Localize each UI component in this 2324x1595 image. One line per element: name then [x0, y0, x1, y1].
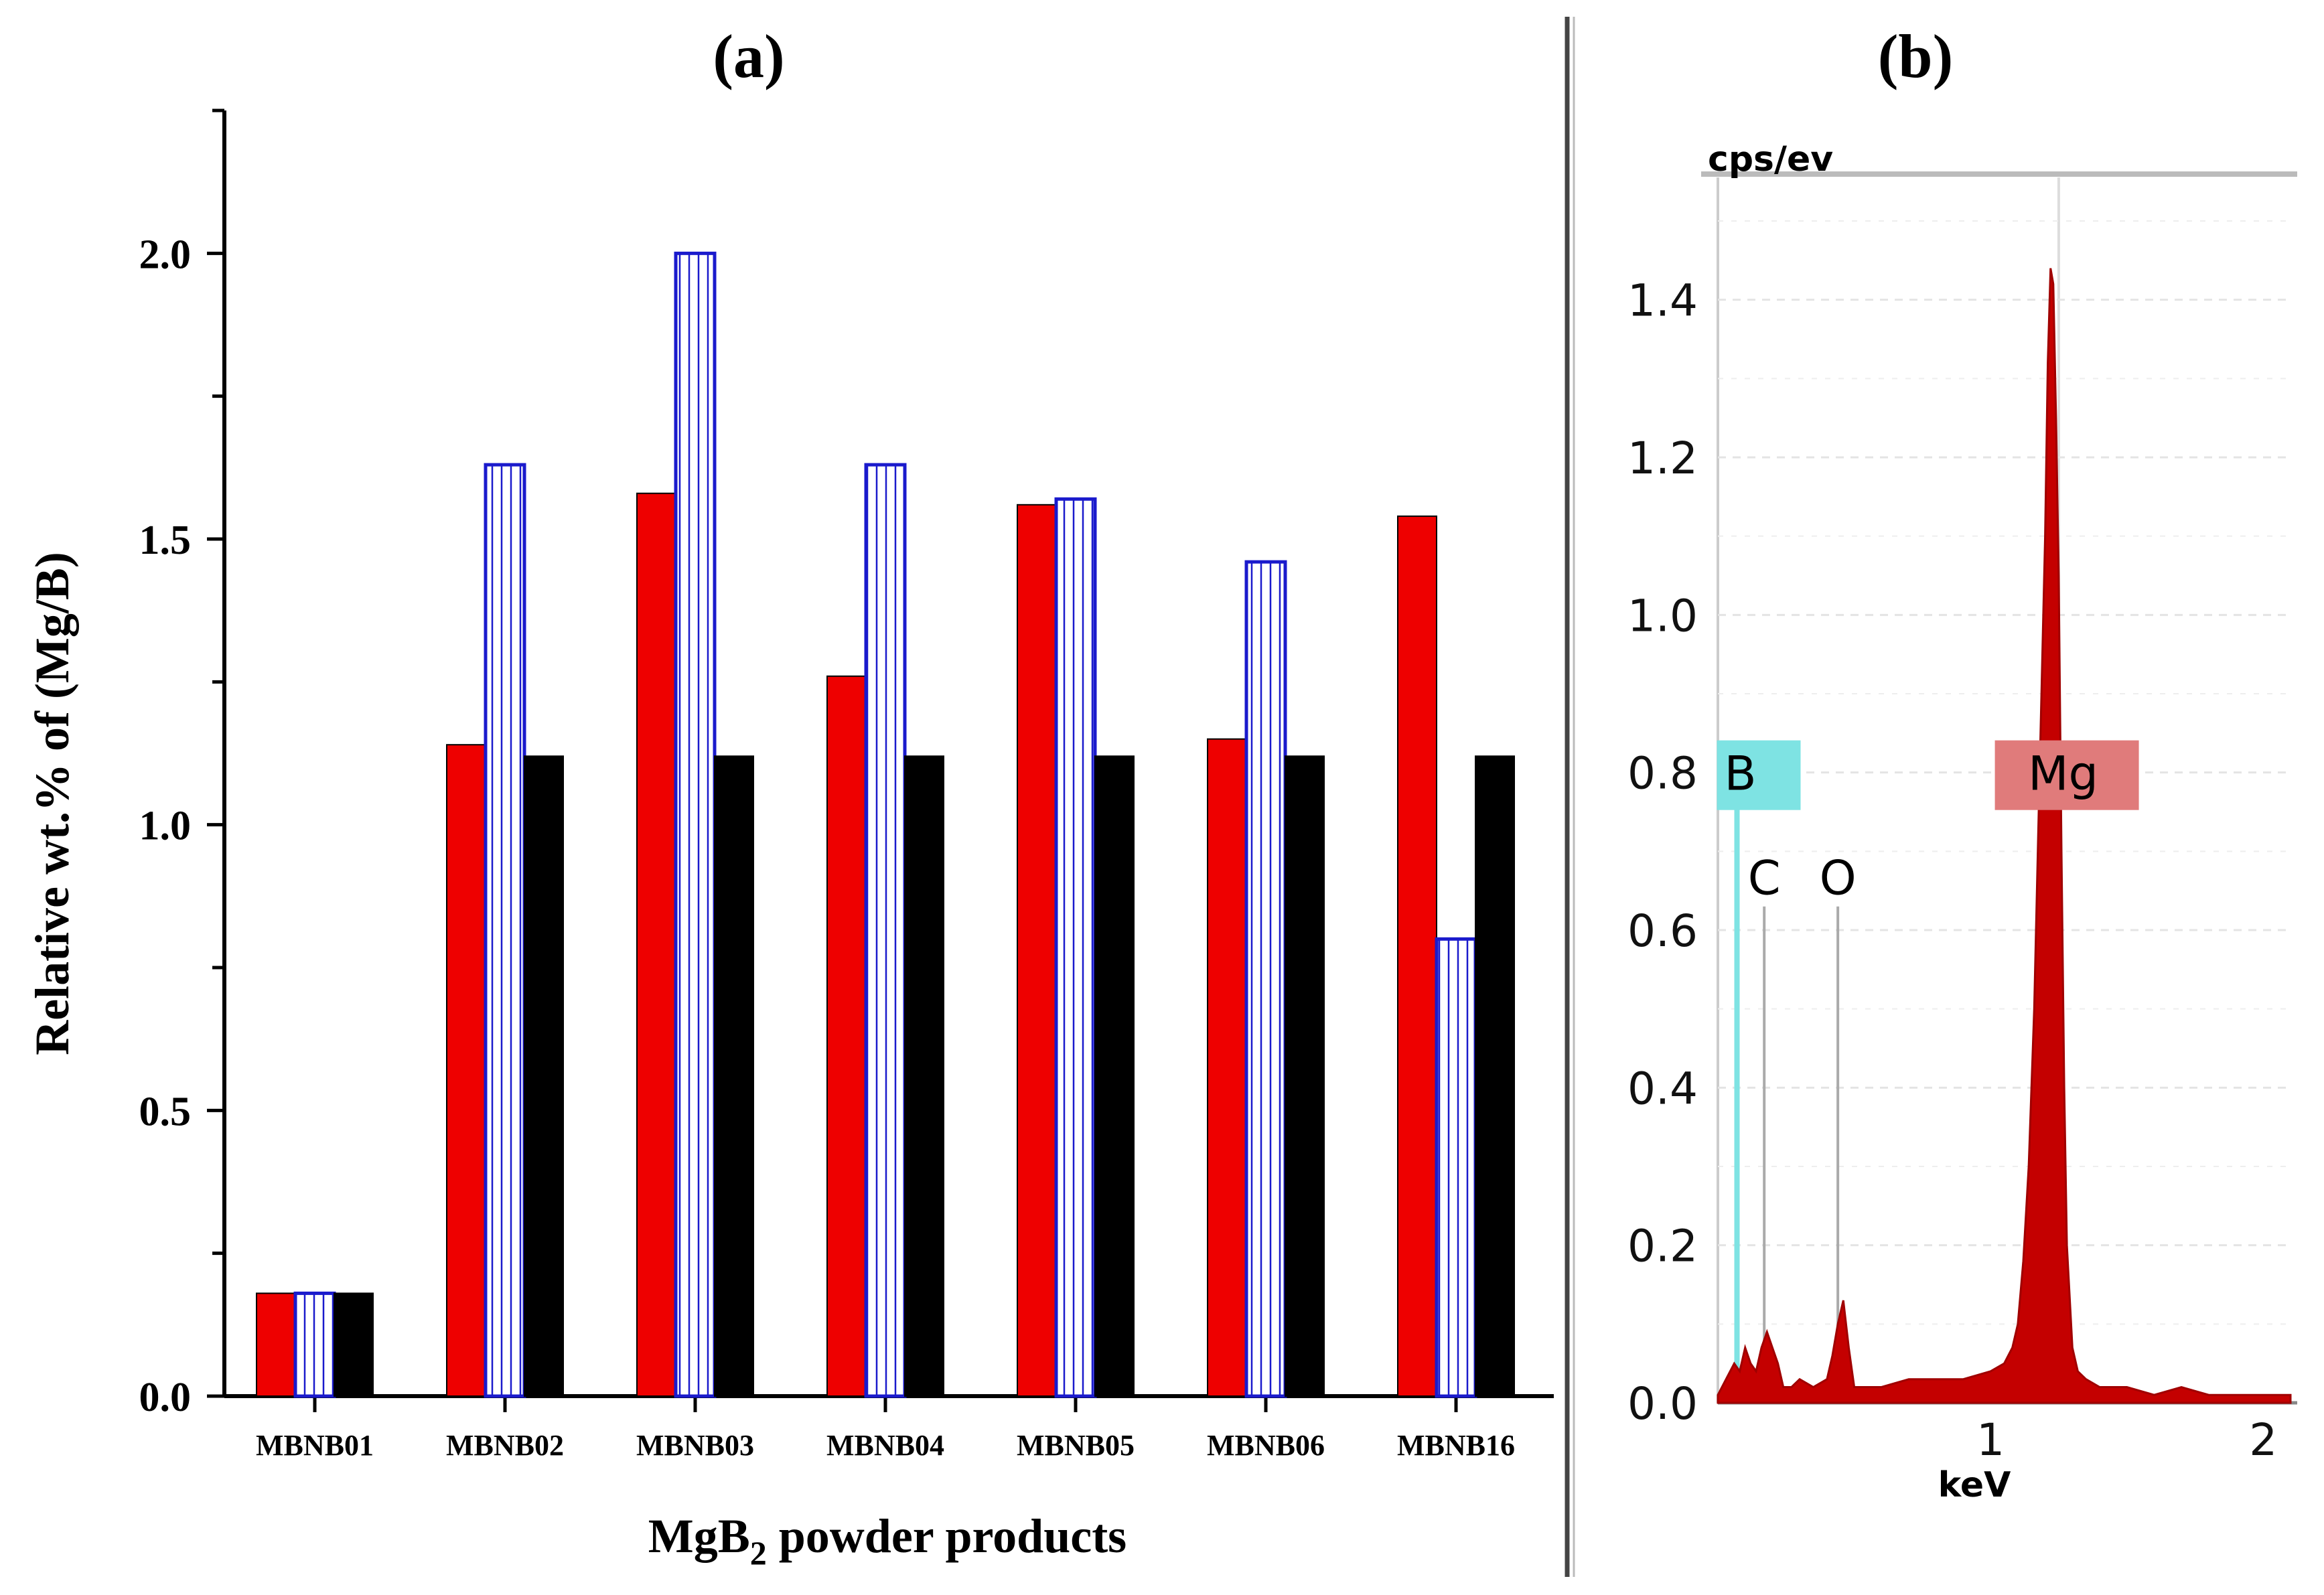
bar-black-MBNB04 [904, 755, 944, 1397]
y-tick-label: 0.4 [1627, 1063, 1698, 1114]
panel-b-title: (b) [1878, 22, 1953, 90]
bar-hatched-MBNB02 [484, 463, 526, 1398]
panel-a-bars [256, 251, 1515, 1398]
bar-hatched-MBNB03 [674, 251, 717, 1398]
bar-black-MBNB03 [714, 755, 754, 1397]
panel-a-x-axis-label: MgB2 powder products [648, 1509, 1127, 1572]
x-tick-label: MBNB04 [826, 1429, 944, 1462]
panel-a-bar-chart: (a) MBNB01 MBNB02 MBNB03 MBNB04 MBNB05 MBNB06… [25, 22, 1554, 1572]
x-tick-label: MBNB02 [446, 1429, 564, 1462]
bar-red-MBNB06 [1207, 738, 1247, 1397]
y-tick-label: 0.8 [1627, 748, 1698, 800]
marker-label-O: O [1820, 851, 1857, 906]
y-tick-label: 1.0 [139, 804, 192, 849]
bar-red-MBNB16 [1397, 515, 1437, 1397]
y-tick-label: 0.0 [1627, 1378, 1698, 1430]
bar-black-MBNB01 [334, 1292, 374, 1397]
bar-hatched-MBNB05 [1054, 497, 1097, 1398]
x-tick-label: 2 [2249, 1414, 2277, 1466]
bar-hatched-MBNB06 [1244, 560, 1287, 1398]
bar-black-MBNB02 [524, 755, 564, 1397]
bar-hatched-MBNB04 [864, 463, 907, 1398]
bar-hatched-MBNB16 [1435, 937, 1477, 1398]
panel-b-x-axis-label: keV [1938, 1465, 2011, 1505]
x-axis-label-subscript: 2 [750, 1534, 767, 1572]
bar-black-MBNB06 [1285, 755, 1325, 1397]
y-tick-label: 1.4 [1627, 275, 1698, 327]
panel-a-y-tick-labels: 0.0 0.5 1.0 1.5 2.0 [139, 232, 192, 1420]
bar-red-MBNB02 [446, 744, 486, 1397]
x-tick-label: MBNB01 [256, 1429, 374, 1462]
bar-red-MBNB01 [256, 1292, 296, 1397]
marker-box-Mg [1994, 740, 2139, 810]
x-axis-label-rest: powder products [767, 1509, 1127, 1563]
panel-a-y-axis-label: Relative wt.% of (Mg/B) [25, 552, 79, 1055]
marker-label-C: C [1748, 851, 1781, 906]
y-tick-label: 1.5 [139, 518, 192, 563]
bar-hatched-MBNB01 [293, 1291, 336, 1398]
panel-a-axes [207, 108, 1554, 1412]
y-tick-label: 0.5 [139, 1089, 192, 1134]
panel-b-marker-labels: BC O Mg [1717, 740, 2139, 906]
y-tick-label: 2.0 [139, 232, 192, 277]
marker-box-B [1717, 740, 1801, 810]
y-tick-label: 1.2 [1627, 433, 1698, 484]
y-tick-label: 0.6 [1627, 905, 1698, 957]
marker-label-B: B [1724, 747, 1756, 802]
spectrum-area [1717, 268, 2292, 1404]
x-tick-label: 1 [1976, 1414, 2005, 1466]
panel-b-frame [1701, 171, 2297, 1405]
panel-b-y-axis-label: cps/ev [1708, 139, 1833, 179]
marker-label-Mg: Mg [2028, 747, 2098, 802]
bar-black-MBNB16 [1475, 755, 1515, 1397]
y-tick-label: 0.2 [1627, 1221, 1698, 1272]
bar-red-MBNB04 [826, 675, 867, 1397]
bar-red-MBNB05 [1017, 504, 1057, 1397]
panel-a-title: (a) [713, 22, 784, 90]
panel-b-y-tick-labels: 0.0 0.2 0.4 0.6 0.8 1.0 1.2 1.4 [1627, 275, 1698, 1430]
bar-black-MBNB05 [1094, 755, 1135, 1397]
x-tick-label: MBNB05 [1017, 1429, 1135, 1462]
y-tick-label: 0.0 [139, 1375, 192, 1420]
bar-red-MBNB03 [636, 492, 676, 1397]
panel-a-x-tick-labels: MBNB01 MBNB02 MBNB03 MBNB04 MBNB05 MBNB06 MBNB… [256, 1429, 1515, 1462]
x-tick-label: MBNB16 [1397, 1429, 1515, 1462]
y-tick-label: 1.0 [1627, 590, 1698, 641]
x-tick-label: MBNB03 [636, 1429, 754, 1462]
x-axis-label-mgb: MgB [648, 1509, 750, 1563]
x-tick-label: MBNB06 [1207, 1429, 1325, 1462]
